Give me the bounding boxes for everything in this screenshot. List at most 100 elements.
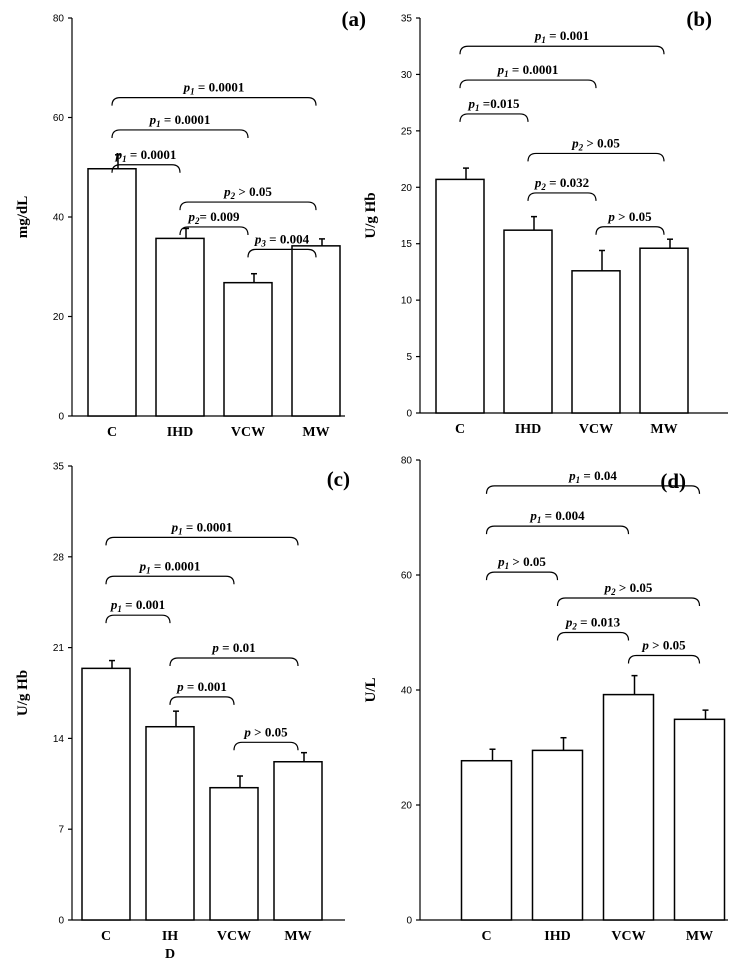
comparison-bracket (485, 571, 559, 581)
p-value-label: p1 = 0.0001 (115, 147, 177, 164)
bar-c (435, 178, 485, 414)
comparison-bracket (111, 129, 249, 138)
comparison-bracket (179, 226, 249, 235)
x-category-label: VCW (231, 425, 265, 440)
x-category-label: MW (686, 929, 713, 944)
p-value-label: p1 = 0.0001 (171, 519, 233, 536)
comparison-bracket (527, 192, 597, 201)
chart-panel-b: 0 5 10 15 20 25 30 35 U/g Hb (b) C IHD VCW MW p1 = 0.0… (363, 7, 728, 437)
comparison-bracket (556, 597, 701, 607)
y-tick-label: 10 (401, 296, 413, 307)
y-tick-label: 80 (401, 456, 413, 467)
bar-vcw (571, 270, 621, 414)
comparison-bracket (247, 248, 317, 258)
x-category-label: MW (650, 422, 677, 437)
comparison-bracket (459, 45, 665, 55)
bar-mw (291, 245, 341, 417)
comparison-bracket (111, 97, 317, 106)
x-category-label: VCW (611, 929, 645, 944)
p-value-label: p3 = 0.004 (254, 231, 310, 248)
p-value-label: p1 = 0.0001 (149, 112, 211, 129)
y-tick-label: 7 (58, 825, 64, 836)
y-tick-label: 5 (406, 352, 412, 363)
p-value-label: p1 =0.015 (468, 96, 520, 113)
chart-panel-d: 0 20 40 60 80 U/L (d) C IHD VCW MW p1 = 0.04 p1 = 0.… (363, 456, 728, 944)
bar-ihd (155, 237, 205, 417)
y-axis-title: mg/dL (15, 196, 31, 239)
x-category-label: MW (284, 929, 311, 944)
p-value-label: p1 = 0.0001 (497, 62, 559, 79)
panel-label: (b) (686, 7, 712, 31)
y-tick-label: 35 (53, 462, 65, 473)
p-value-label: p1 = 0.04 (568, 468, 617, 485)
comparison-bracket (556, 631, 630, 641)
bar-mw (639, 247, 689, 414)
x-category-label: IHD (167, 425, 193, 440)
p-value-label: p2 = 0.032 (534, 175, 589, 192)
p-value-label: p1 = 0.004 (529, 508, 585, 525)
x-category-label: C (481, 929, 491, 944)
chart-panel-c: 0 7 14 21 28 35 U/g Hb (c) C IH D VCW MW p1 = 0.0001 p… (15, 462, 350, 963)
y-tick-label: 0 (58, 916, 64, 927)
comparison-bracket (233, 741, 299, 751)
y-tick-label: 40 (53, 213, 65, 224)
p-value-label: p1 = 0.001 (534, 28, 589, 45)
panel-label: (d) (660, 469, 686, 493)
p-value-label: p1 > 0.05 (497, 554, 546, 571)
y-axis-title: U/g Hb (15, 670, 31, 716)
comparison-bracket (105, 536, 299, 546)
x-category-label: VCW (217, 929, 251, 944)
comparison-bracket (169, 696, 235, 705)
comparison-bracket (595, 226, 665, 235)
x-category-label: VCW (579, 422, 613, 437)
y-tick-label: 0 (58, 412, 64, 423)
p-value-label: p > 0.05 (243, 724, 288, 739)
p-value-label: p2 = 0.013 (565, 615, 621, 632)
bar-mw (673, 718, 726, 921)
x-category-label: C (101, 929, 111, 944)
y-tick-label: 20 (53, 312, 65, 323)
y-tick-label: 80 (53, 14, 65, 25)
comparison-bracket (459, 79, 597, 89)
chart-panel-a: 0 20 40 60 80 mg/dL (a) C IHD VCW MW p1 = 0.0001 p1 … (15, 7, 366, 440)
bar-ihd (145, 725, 195, 921)
x-category-label: C (455, 422, 465, 437)
comparison-bracket (485, 525, 630, 535)
y-tick-label: 15 (401, 239, 413, 250)
p-value-label: p1 = 0.001 (110, 597, 165, 614)
bar-vcw (602, 693, 655, 921)
bar-c (460, 759, 513, 921)
y-tick-label: 35 (401, 14, 413, 25)
bar-c (87, 167, 137, 417)
y-axis-title: U/g Hb (363, 192, 379, 238)
comparison-bracket (169, 657, 299, 667)
p-value-label: p > 0.05 (607, 209, 652, 224)
comparison-bracket (111, 164, 181, 173)
comparison-bracket (105, 575, 235, 585)
bar-ihd (531, 749, 584, 921)
comparison-bracket (627, 654, 701, 664)
y-tick-label: 20 (401, 183, 413, 194)
comparison-bracket (105, 614, 171, 624)
comparison-bracket (459, 113, 529, 122)
panel-label: (a) (342, 7, 367, 31)
p-value-label: p = 0.001 (176, 679, 227, 694)
y-tick-label: 60 (53, 113, 65, 124)
comparison-bracket (527, 152, 665, 162)
panel-label: (c) (327, 467, 350, 491)
x-category-label: IHD (544, 929, 570, 944)
p-value-label: p1 = 0.0001 (139, 558, 201, 575)
x-category-label: MW (302, 425, 329, 440)
y-tick-label: 21 (53, 643, 65, 654)
bar-ihd (503, 229, 553, 414)
y-tick-label: 40 (401, 686, 413, 697)
y-tick-label: 28 (53, 552, 65, 563)
p-value-label: p2= 0.009 (188, 209, 240, 226)
p-value-label: p = 0.01 (211, 640, 255, 655)
x-category-label: IHD (515, 422, 541, 437)
y-tick-label: 25 (401, 126, 413, 137)
y-tick-label: 20 (401, 801, 413, 812)
y-tick-label: 60 (401, 571, 413, 582)
